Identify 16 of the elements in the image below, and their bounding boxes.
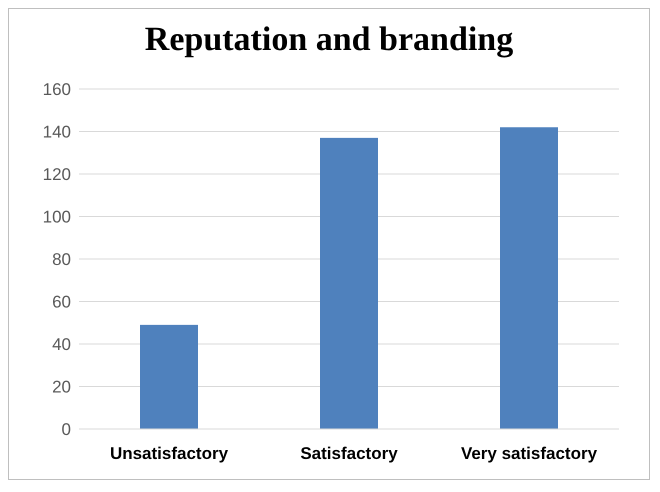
x-tick-label: Satisfactory <box>300 444 398 464</box>
y-tick-label: 20 <box>52 378 71 397</box>
x-tick-label: Unsatisfactory <box>110 444 229 464</box>
x-tick-label: Very satisfactory <box>460 444 598 464</box>
y-tick-label: 40 <box>52 335 71 354</box>
bar <box>140 324 198 429</box>
y-tick-label: 80 <box>52 250 71 270</box>
y-tick-label: 140 <box>42 122 71 142</box>
chart-title: Reputation and branding <box>144 21 514 60</box>
bar <box>320 138 378 429</box>
y-tick-label: 160 <box>42 80 71 100</box>
y-tick-label: 100 <box>42 208 71 227</box>
y-tick-label: 0 <box>62 420 71 440</box>
y-tick-label: 60 <box>52 292 71 312</box>
y-tick-label: 120 <box>42 165 71 184</box>
bar <box>500 127 558 429</box>
